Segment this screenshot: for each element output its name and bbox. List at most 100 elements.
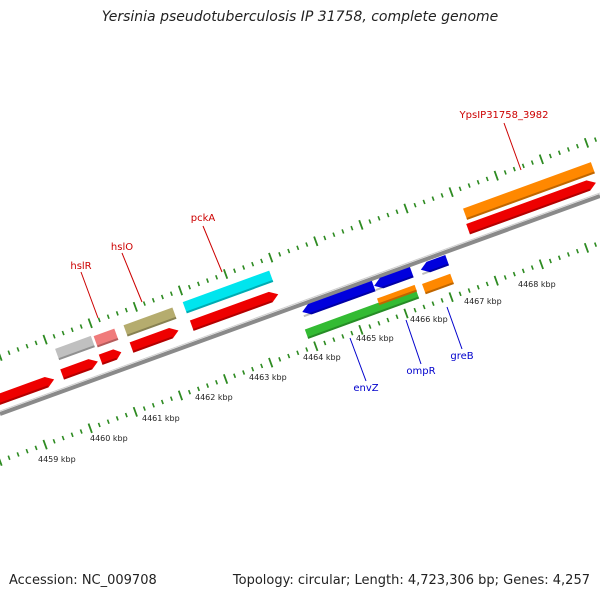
gene-box-ompR-orange-body [377,284,417,306]
tick-mark [431,196,435,201]
label-layer: 4459 kbp 4460 kbp 4461 kbp 4462 kbp 4463 kbp… [38,110,556,464]
gene-label-ypsip[interactable]: YpsIP31758_3982 [459,110,549,121]
tick-mark [575,248,579,254]
tick-mark [16,347,20,352]
tick-mark [493,275,499,286]
tick-label: 4462 kbp [195,393,233,402]
cds-arrow-ypsip-body [466,180,596,235]
gene-box-envZ-green[interactable] [304,289,420,339]
tick-mark [305,242,309,247]
tick-mark [34,340,38,346]
tick-mark [358,219,364,230]
tick-label: 4463 kbp [249,373,287,382]
gene-label-hslO[interactable]: hslO [111,242,133,253]
gene-box-pckA[interactable] [182,270,274,314]
tick-mark [61,330,65,336]
tick-mark [7,350,11,356]
gene-box-ypsip-body [463,162,595,220]
cds-arrow-pckA-body [189,291,279,331]
callout-line-ypsip [503,122,522,171]
tick-mark [187,389,191,395]
gene-label-greB[interactable]: greB [450,351,473,362]
tick-mark [341,334,345,339]
gene-label-envZ[interactable]: envZ [353,383,378,394]
tick-mark [70,432,74,438]
tick-mark [386,212,390,218]
cds-arrow-ypsip[interactable] [466,178,598,235]
tick-mark [422,304,426,310]
gene-box-ompR-orange[interactable] [377,284,417,306]
tick-mark [169,396,173,402]
tick-mark [512,166,516,172]
tick-mark [287,353,291,359]
cds-arrow-3-shade [101,357,118,365]
tick-mark [440,193,444,198]
tick-mark [594,242,598,247]
tick-mark [493,170,499,181]
callout-line-hslO [121,252,143,303]
gene-arrow-greB[interactable] [419,255,450,275]
tick-mark [223,374,229,385]
tick-mark [583,242,590,253]
tick-mark [395,314,399,320]
tick-label: 4464 kbp [303,353,341,362]
tick-mark [197,386,201,392]
cds-arrow-3[interactable] [98,347,123,365]
gene-label-pckA[interactable]: pckA [191,213,216,224]
gene-arrow-ompR-shade [375,275,414,291]
tick-mark [233,373,237,379]
gene-box-grey[interactable] [55,335,95,361]
lower-tick-track [0,242,598,467]
tick-mark [458,291,462,297]
gene-label-ompR[interactable]: ompR [406,366,435,377]
tick-mark [34,445,38,451]
tick-mark [106,419,110,425]
cds-arrow-2[interactable] [60,356,99,380]
tick-mark [467,183,471,188]
tick-mark [115,416,119,421]
gene-arrow-envZ[interactable] [300,280,376,318]
genome-title: Yersinia pseudotuberculosis IP 31758, co… [101,9,499,25]
gene-box-greB-orange[interactable] [422,273,454,295]
tick-mark [377,320,381,326]
tick-mark [7,455,11,461]
tick-mark [42,334,48,345]
tick-mark [440,298,444,303]
gene-arrow-ompR-body [374,267,414,289]
tick-mark [448,187,454,198]
cds-arrow-2-shade [63,367,93,380]
tick-mark [448,292,454,303]
tick-mark [97,317,101,323]
callout-line-pckA [202,225,223,273]
tick-mark [386,317,390,323]
tick-mark [313,341,319,352]
tick-mark [368,219,372,224]
gene-box-hslO[interactable] [123,307,177,337]
tick-mark [521,268,525,274]
tick-mark [358,324,364,335]
cds-arrow-4[interactable] [129,325,181,353]
tick-mark [151,297,155,303]
gene-box-ompR-orange-shade [378,289,417,306]
tick-mark [87,423,93,434]
tick-mark [61,435,65,441]
gene-label-hslR[interactable]: hslR [70,261,91,272]
gene-box-hslR[interactable] [93,328,119,348]
tick-mark [79,429,83,434]
gene-box-ypsip[interactable] [463,162,595,220]
gene-box-grey-body [55,335,95,361]
tick-mark [278,252,282,257]
tick-mark [548,153,552,159]
cds-arrow-ypsip-shade [469,188,591,235]
tick-mark [323,235,327,241]
cds-arrow-1[interactable] [0,374,56,406]
gene-arrow-ompR[interactable] [372,267,414,291]
tick-mark [403,203,409,214]
gene-box-greB-orange-shade [425,282,454,295]
cds-arrow-pckA[interactable] [189,289,280,331]
gene-box-grey-shade [58,345,95,361]
gene-box-envZ-green-shade [307,296,420,339]
tick-mark [413,202,417,208]
tick-mark [313,236,319,247]
